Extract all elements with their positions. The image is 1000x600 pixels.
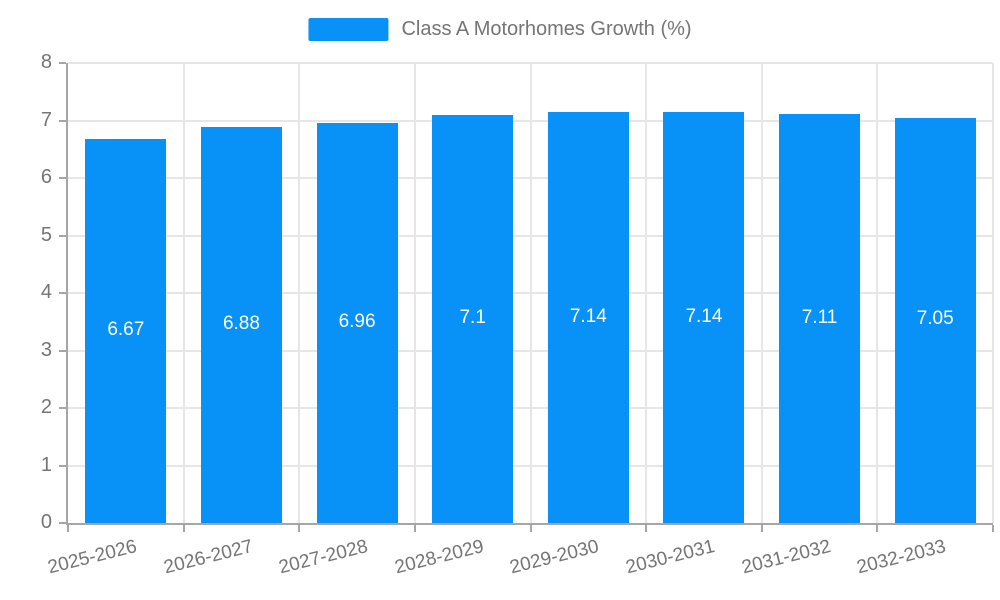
y-tick-label: 0 [40,511,52,533]
x-tick-label: 2027-2028 [276,536,371,579]
y-axis-line [66,63,68,525]
bar-value-label: 7.14 [569,305,607,327]
gridline-v [760,63,763,523]
bar-value-label: 6.67 [107,319,145,341]
y-tick-label: 1 [40,453,52,476]
x-tick-label: 2031-2032 [739,536,833,579]
bar-value-label: 6.96 [338,310,376,332]
y-axis-tick [59,522,66,524]
x-tick-label: 2032-2033 [855,536,949,579]
bar [316,122,398,523]
bar-value-label: 7.11 [801,306,838,328]
gridline-v [645,63,648,523]
bar-value-label: 7.05 [916,308,954,330]
x-axis-line [66,523,993,525]
x-axis-tick [760,525,763,532]
gridline-v [529,63,532,523]
gridline-v [876,63,879,523]
y-axis-tick [59,464,66,467]
bar [547,112,629,523]
y-axis-tick [59,292,66,294]
bar-value-label: 7.1 [459,306,486,328]
y-tick-label: 3 [40,338,52,361]
x-tick-label: 2028-2029 [392,536,486,579]
bar [85,139,167,523]
y-axis-tick [59,349,66,352]
gridline-v [298,63,301,523]
x-axis-tick [529,525,532,532]
y-tick-label: 2 [40,396,52,418]
bar [200,127,282,523]
y-tick-label: 5 [40,223,52,246]
y-tick-label: 8 [40,51,52,73]
bar [779,114,861,523]
y-tick-label: 7 [40,108,52,131]
x-tick-label: 2025-2026 [45,536,139,579]
y-axis-tick [59,177,66,179]
y-axis-tick [59,119,66,122]
y-tick-label: 4 [40,281,52,303]
legend-label: Class A Motorhomes Growth (%) [401,18,692,40]
legend[interactable]: Class A Motorhomes Growth (%) [308,18,692,41]
bar [663,112,745,523]
bar [894,117,976,523]
x-tick-label: 2029-2030 [508,536,602,579]
x-axis-tick [298,525,301,532]
y-tick-label: 6 [40,166,52,188]
legend-swatch [308,18,389,41]
x-axis-tick [876,525,879,532]
bar-value-label: 6.88 [222,313,260,335]
gridline-v [182,63,185,523]
gridline-v [413,63,416,523]
y-axis-tick [59,234,66,237]
x-axis-tick [413,525,416,532]
bar [432,114,514,523]
gridline-v [992,63,994,523]
x-axis-tick [992,525,994,532]
y-axis-tick [59,62,66,64]
bar-value-label: 7.14 [685,305,723,327]
y-axis-tick [59,407,66,409]
x-axis-tick [645,525,648,532]
x-tick-label: 2026-2027 [161,536,255,579]
x-axis-tick [67,525,69,532]
x-tick-label: 2030-2031 [623,536,718,579]
x-axis-tick [182,525,185,532]
